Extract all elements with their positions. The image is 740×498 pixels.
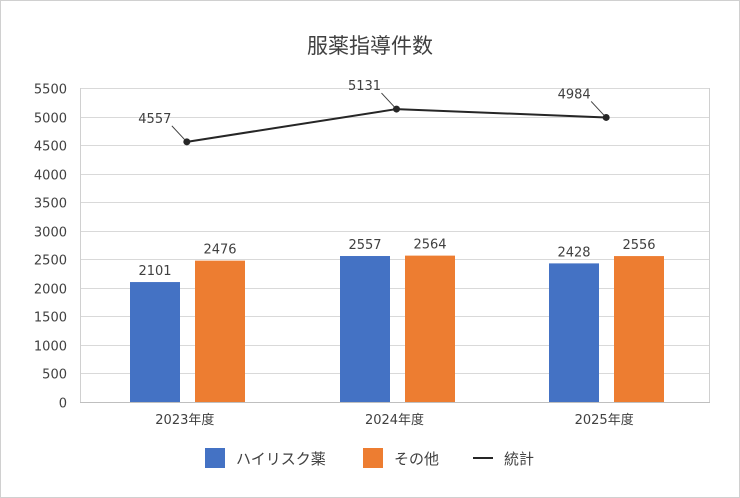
bar-high-risk xyxy=(130,282,180,402)
line-point xyxy=(183,138,191,146)
bar-other xyxy=(614,256,664,402)
bar-other xyxy=(195,260,245,402)
label-leader-line xyxy=(381,92,395,108)
legend: ハイリスク薬 その他 統計 xyxy=(0,446,740,470)
total-line xyxy=(186,108,607,143)
y-tick-label: 1000 xyxy=(34,340,67,355)
bar-value-label: 2556 xyxy=(622,238,655,253)
legend-item-high-risk: ハイリスク薬 xyxy=(205,446,326,470)
line-value-label: 4984 xyxy=(558,87,591,102)
y-tick-label: 500 xyxy=(42,368,67,383)
line-value-label: 4557 xyxy=(138,112,171,127)
line-point xyxy=(602,113,610,121)
y-tick-label: 2500 xyxy=(34,254,67,269)
bar-high-risk xyxy=(549,263,599,402)
y-tick-label: 5000 xyxy=(34,112,67,127)
legend-item-other: その他 xyxy=(363,446,439,470)
y-tick-label: 0 xyxy=(59,397,67,412)
bar-value-label: 2101 xyxy=(138,264,171,279)
x-category-label: 2023年度 xyxy=(155,412,214,428)
legend-label: ハイリスク薬 xyxy=(236,449,326,468)
legend-line-icon xyxy=(473,457,493,459)
label-leader-line xyxy=(171,125,186,141)
y-tick-label: 4500 xyxy=(34,140,67,155)
bar-other xyxy=(405,255,455,402)
bar-value-label: 2557 xyxy=(348,238,381,253)
y-tick-label: 2000 xyxy=(34,283,67,298)
bar-value-label: 2428 xyxy=(557,245,590,260)
y-tick-label: 3500 xyxy=(34,197,67,212)
y-tick-label: 1500 xyxy=(34,311,67,326)
bar-value-label: 2564 xyxy=(413,238,446,253)
legend-swatch-orange xyxy=(363,448,383,468)
legend-item-total: 統計 xyxy=(473,446,534,470)
chart-title: 服薬指導件数 xyxy=(307,34,433,58)
bar-value-label: 2476 xyxy=(203,243,236,258)
line-point xyxy=(393,105,400,113)
label-leader-line xyxy=(590,101,605,116)
line-value-label: 5131 xyxy=(348,79,381,94)
legend-swatch-blue xyxy=(205,448,225,468)
bar-high-risk xyxy=(340,256,390,402)
y-tick-label: 5500 xyxy=(34,83,67,98)
legend-label: その他 xyxy=(394,449,440,468)
y-tick-label: 3000 xyxy=(34,226,67,241)
y-tick-label: 4000 xyxy=(34,169,67,184)
x-category-label: 2024年度 xyxy=(365,412,424,428)
legend-label: 統計 xyxy=(504,449,535,468)
x-category-label: 2025年度 xyxy=(575,412,634,428)
